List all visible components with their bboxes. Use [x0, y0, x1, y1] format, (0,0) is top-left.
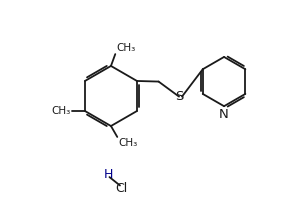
Text: S: S — [175, 90, 183, 103]
Text: H: H — [103, 168, 113, 181]
Text: CH₃: CH₃ — [118, 138, 138, 148]
Text: CH₃: CH₃ — [117, 43, 136, 53]
Text: Cl: Cl — [115, 182, 128, 195]
Text: CH₃: CH₃ — [52, 106, 71, 116]
Text: N: N — [219, 108, 229, 121]
